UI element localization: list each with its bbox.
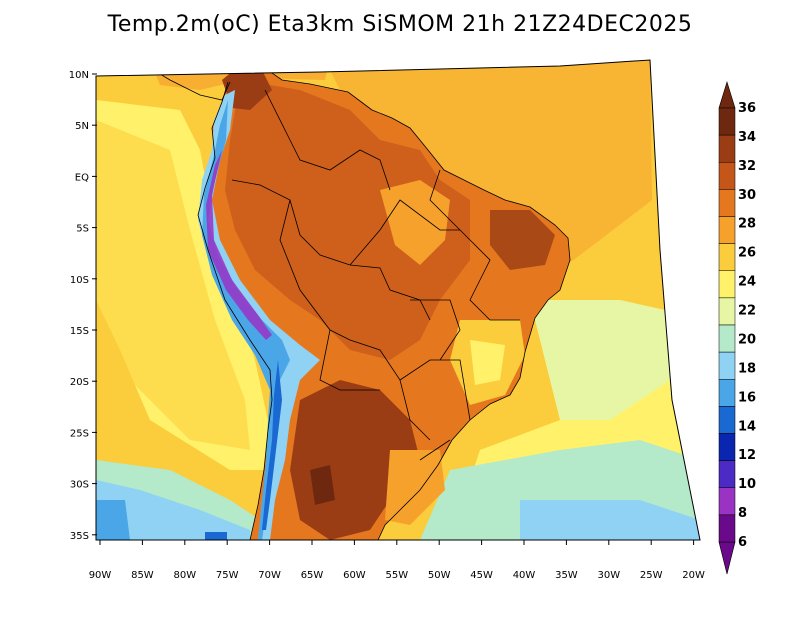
lon-tick-label: 80W: [173, 570, 196, 581]
colorbar-label: 12: [738, 448, 756, 463]
colorbar-label: 8: [738, 506, 747, 521]
colorbar-label: 36: [738, 101, 756, 116]
brazil-state-borders-east: [429, 169, 520, 321]
lon-tick-label: 85W: [131, 570, 154, 581]
map-field: [96, 60, 700, 540]
colorbar-label: 20: [738, 332, 756, 347]
colorbar-segment: [718, 460, 736, 488]
colorbar-segment: [718, 162, 736, 190]
lat-tick-label: 30S: [70, 480, 89, 491]
south-pacific-coldest: [96, 500, 130, 540]
lon-tick-label: 90W: [89, 570, 112, 581]
colorbar-segment: [718, 270, 736, 299]
lon-tick-label: 75W: [216, 570, 239, 581]
colorbar-segment: [718, 514, 736, 543]
colorbar-segment: [718, 406, 736, 434]
lon-tick-label: 55W: [385, 570, 408, 581]
colorbar-label: 30: [738, 188, 756, 203]
andes-south-frozen: [262, 360, 282, 530]
lat-tick-label: 5S: [76, 224, 89, 235]
colorbar-segment: [718, 189, 736, 217]
northeast-hot: [490, 210, 555, 270]
south-pacific-cold: [96, 480, 250, 540]
lat-tick-label: 20S: [70, 377, 89, 388]
colorbar-label: 34: [738, 130, 756, 145]
colorbar-label: 16: [738, 390, 756, 405]
brazil-state-borders-southwest: [410, 299, 461, 361]
colorbar-top-arrow: [718, 80, 736, 109]
atlantic-warm-zone: [330, 60, 652, 300]
cold-spot: [205, 532, 227, 540]
lon-tick-label: 40W: [513, 570, 536, 581]
border-bolivia-paraguay: [279, 199, 431, 441]
colorbar-segment: [718, 243, 736, 271]
southeast-brazil-cool: [470, 340, 505, 385]
border-peru-brazil: [231, 179, 431, 321]
pacific-warm-patch: [96, 120, 250, 450]
colorbar: 36 34 32 30 28 26 24 22 20 18 16 14 12 10 8 6: [718, 80, 756, 575]
colorbar-label: 6: [738, 535, 747, 550]
colorbar-segment: [718, 107, 736, 136]
amazon-hot-zone: [225, 80, 470, 360]
lon-tick-label: 70W: [258, 570, 281, 581]
colorbar-label: 18: [738, 361, 756, 376]
colorbar-label: 26: [738, 246, 756, 261]
colorbar-segment: [718, 487, 736, 516]
lon-tick-label: 20W: [682, 570, 705, 581]
lat-tick-label: 10N: [69, 70, 89, 81]
colorbar-label: 14: [738, 419, 756, 434]
andes-cold-belt: [198, 90, 320, 540]
uruguay-mild: [385, 450, 445, 525]
map-frame: [95, 59, 701, 541]
longitude-axis: 90W 85W 80W 75W 70W 65W 60W 55W 50W 45W 40W 35W 30W 2…: [89, 540, 705, 581]
colorbar-segment: [718, 216, 736, 244]
lat-tick-label: 35S: [70, 531, 89, 542]
south-atlantic-cool: [530, 300, 670, 420]
colorbar-segment: [718, 324, 736, 353]
lon-tick-label: 65W: [301, 570, 324, 581]
south-atlantic-coldest: [520, 500, 700, 540]
lat-tick-label: 5N: [75, 121, 89, 132]
colorbar-segment: [718, 433, 736, 461]
atlantic-coastline: [239, 61, 571, 540]
brazil-state-borders-center: [349, 199, 460, 266]
lon-tick-label: 60W: [343, 570, 366, 581]
map-title: Temp.2m(oC) Eta3km SiSMOM 21h 21Z24DEC20…: [107, 12, 693, 37]
lat-tick-label: 15S: [70, 326, 89, 337]
colorbar-label: 24: [738, 275, 756, 290]
lon-tick-label: 50W: [428, 570, 451, 581]
colorbar-label: 10: [738, 477, 756, 492]
lon-tick-label: 45W: [470, 570, 493, 581]
andes-frozen-belt: [206, 150, 272, 340]
north-coast-extreme: [222, 65, 272, 110]
border-uruguay: [419, 439, 451, 461]
lon-tick-label: 25W: [640, 570, 663, 581]
colorbar-segment: [718, 134, 736, 163]
lat-tick-label: 25S: [70, 428, 89, 439]
border-argentina-north: [319, 329, 380, 391]
colorbar-segment: [718, 297, 736, 326]
colorbar-label: 28: [738, 217, 756, 232]
colorbar-label: 32: [738, 159, 756, 174]
lon-tick-label: 30W: [597, 570, 620, 581]
border-venezuela-brazil: [264, 89, 391, 191]
latitude-axis: 10N 5N EQ 5S 10S 15S 20S 25S 30S 35S: [69, 70, 97, 542]
lat-tick-label: EQ: [75, 172, 89, 183]
colorbar-label: 22: [738, 304, 756, 319]
lat-tick-label: 10S: [70, 275, 89, 286]
pacific-coastline: [197, 81, 273, 540]
colorbar-segment: [718, 379, 736, 407]
colorbar-bottom-arrow: [718, 541, 736, 575]
border-brazil-south: [399, 359, 471, 421]
country-borders: [197, 61, 571, 540]
lon-tick-label: 35W: [555, 570, 578, 581]
colorbar-segment: [718, 351, 736, 380]
chaco-hottest-spot: [310, 465, 335, 505]
central-brazil-mild: [380, 180, 450, 265]
